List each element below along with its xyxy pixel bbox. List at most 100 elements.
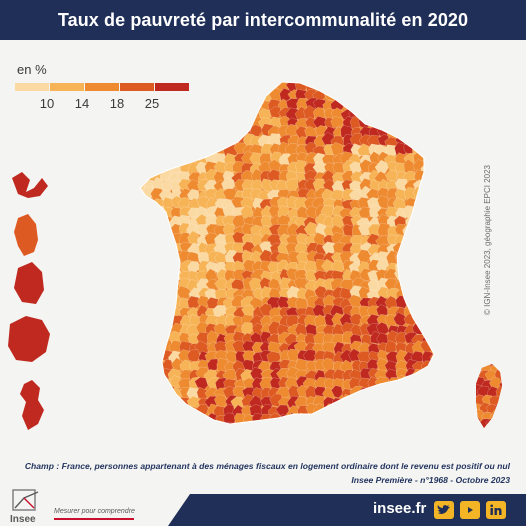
map-cell [433, 333, 434, 347]
insee-logo-text: Insee [10, 514, 36, 525]
map-cell [186, 414, 200, 424]
map-cell [140, 107, 146, 121]
map-cell [423, 315, 434, 329]
map-cell [294, 412, 310, 424]
map-cell [431, 168, 434, 183]
map-cell [349, 396, 363, 410]
map-cell [367, 420, 381, 424]
legend-color-scale [15, 83, 190, 91]
map-cell [141, 297, 155, 310]
linkedin-icon[interactable] [486, 501, 506, 519]
map-cell [140, 206, 149, 220]
map-cell [360, 404, 374, 417]
map-cell [420, 116, 434, 130]
map-cell [177, 99, 192, 112]
map-cell [322, 82, 338, 83]
map-cell [187, 82, 202, 84]
map-cell [394, 82, 408, 86]
map-cell [140, 351, 149, 365]
map-cell [429, 152, 434, 166]
map-cell [368, 404, 381, 418]
map-cell [143, 225, 157, 238]
map-cell [332, 397, 345, 411]
twitter-icon[interactable] [434, 501, 454, 519]
map-cell [429, 141, 434, 155]
map-cell [203, 422, 219, 424]
map-cell [377, 421, 391, 424]
map-cell [484, 364, 497, 366]
map-cell [140, 151, 147, 165]
map-cell [140, 313, 146, 327]
map-cell [432, 386, 434, 400]
map-cell [404, 278, 419, 291]
map-cell [143, 413, 156, 424]
map-cell [160, 117, 175, 131]
map-cell [269, 82, 282, 85]
map-cell [413, 287, 428, 302]
map-cell [177, 87, 191, 103]
map-cell [150, 143, 164, 157]
map-cell [224, 126, 238, 139]
map-cell [412, 107, 425, 120]
tagline-rule [54, 518, 134, 520]
map-cell [476, 364, 481, 366]
youtube-icon[interactable] [460, 501, 480, 519]
map-cell [140, 97, 148, 112]
map-cell [339, 349, 354, 363]
map-metropole [139, 81, 435, 425]
map-cell [160, 90, 174, 105]
map-cell [412, 82, 426, 87]
map-cell [412, 115, 427, 130]
map-cell [402, 225, 416, 239]
map-cell [198, 108, 211, 123]
map-cell [348, 406, 363, 419]
map-cell [348, 422, 364, 424]
map-cell [313, 414, 326, 424]
map-cell [215, 99, 230, 113]
map-cell [143, 242, 157, 255]
map-cell [152, 98, 165, 113]
map-cell [431, 278, 434, 292]
map-cell [421, 243, 434, 255]
map-cell [349, 82, 364, 84]
map-cell [414, 306, 427, 320]
map-cell [493, 419, 502, 428]
map-cell [385, 89, 400, 104]
map-cell [140, 386, 147, 400]
map-cell [411, 97, 426, 110]
map-cell [151, 376, 165, 390]
map-cell [143, 358, 158, 372]
map-cell [151, 217, 164, 230]
map-cell [152, 321, 166, 335]
map-cell [196, 114, 212, 130]
map-cell [386, 82, 400, 85]
site-link[interactable]: insee.fr [373, 500, 427, 517]
map-cell [152, 117, 165, 131]
map-cell [233, 423, 246, 424]
map-cell [160, 315, 174, 329]
map-cell [431, 216, 434, 231]
map-cell [394, 117, 409, 130]
map-cell [358, 413, 373, 424]
map-cell [323, 411, 336, 424]
map-cell [430, 126, 434, 140]
map-cell [403, 386, 417, 401]
map-cell [140, 89, 147, 103]
map-cell [159, 251, 174, 265]
map-cell [141, 159, 155, 174]
map-cell [141, 395, 155, 409]
map-cell [142, 420, 157, 424]
map-cell [225, 97, 238, 111]
map-cell [396, 395, 410, 411]
map-cell [324, 82, 339, 94]
map-guyane [14, 262, 44, 304]
map-cell [423, 82, 434, 86]
map-cell [215, 123, 228, 138]
map-cell [378, 397, 392, 410]
map-cell [431, 100, 434, 114]
map-cell [151, 82, 165, 84]
map-cell [150, 277, 165, 291]
map-cell [431, 287, 434, 302]
map-cell [151, 413, 166, 424]
map-cell [414, 241, 427, 255]
